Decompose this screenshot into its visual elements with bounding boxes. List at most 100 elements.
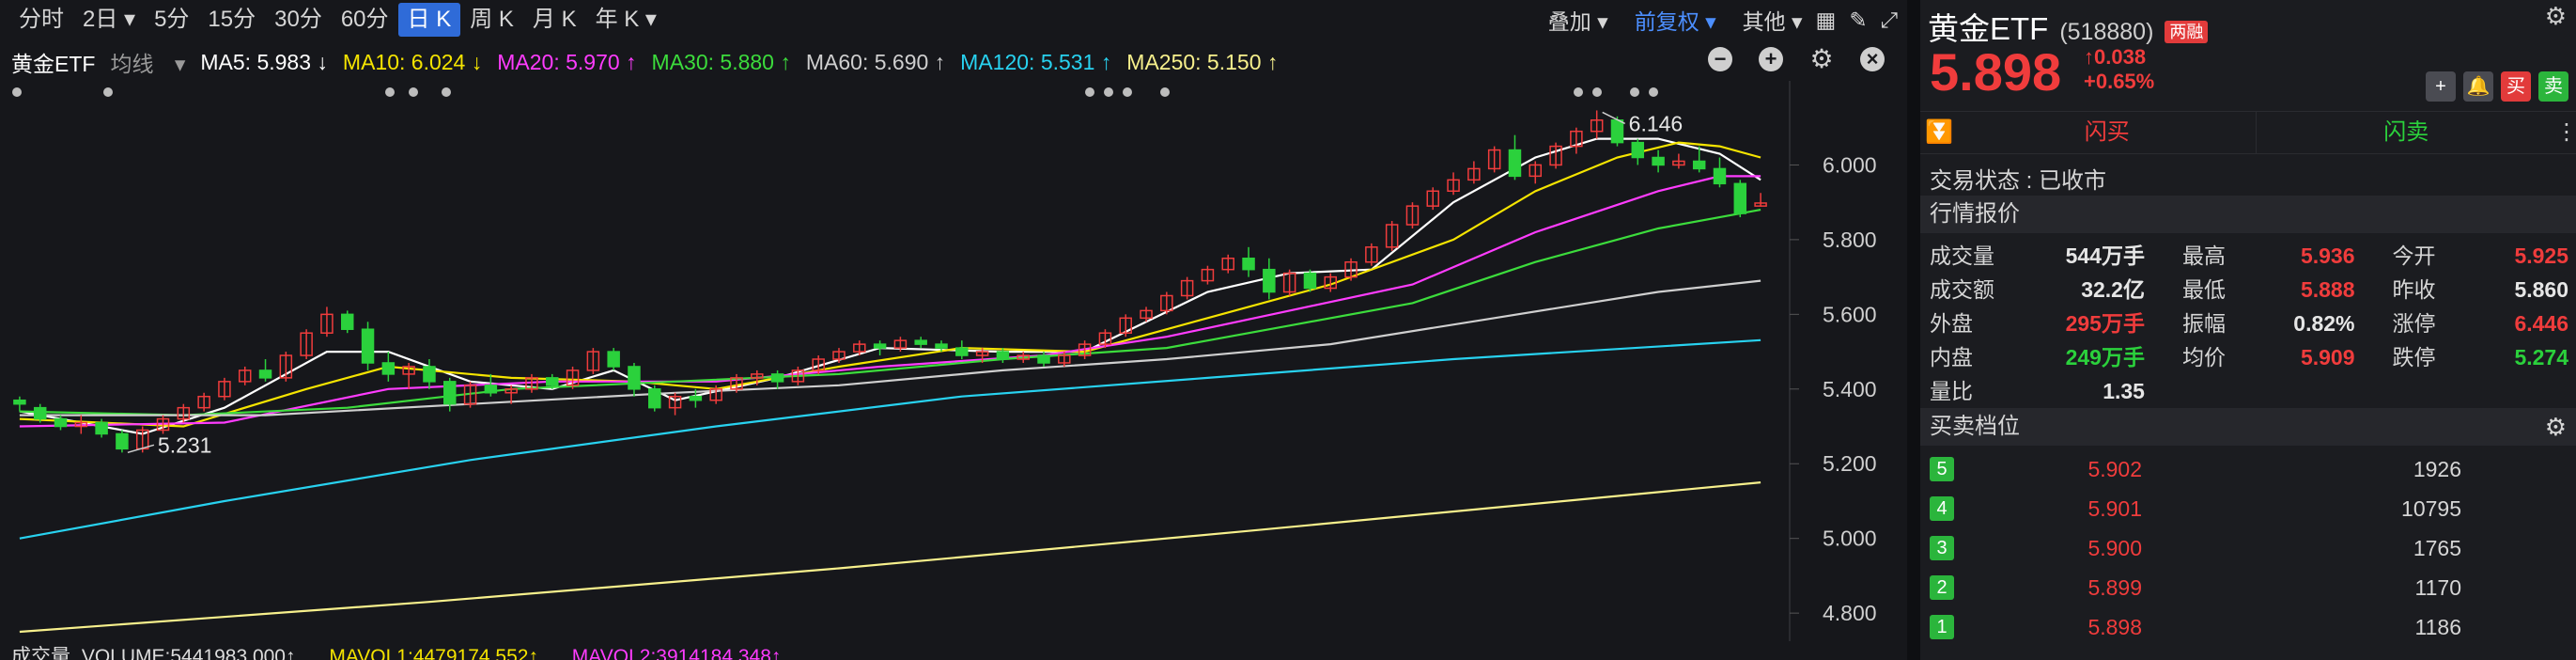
ma-line-ma5: [19, 137, 1761, 435]
candle-body: [1467, 167, 1481, 181]
candle-body: [1324, 275, 1337, 290]
candle-body: [709, 388, 722, 401]
period-tab-1[interactable]: 2日 ▾: [83, 7, 136, 32]
book-row[interactable]: 3 5.900 1765: [1930, 528, 2568, 568]
gear-icon[interactable]: ⚙: [1809, 44, 1834, 73]
candle-body: [1487, 149, 1501, 170]
candle-body: [1242, 258, 1255, 271]
gear-icon[interactable]: ⚙: [2544, 2, 2567, 30]
candle-body: [1016, 354, 1030, 360]
candle-body: [1754, 202, 1767, 207]
candle-body: [1221, 258, 1234, 271]
quote-cell: 5.909: [2300, 345, 2355, 369]
volume-value: VOLUME:5441983.000↑: [81, 646, 296, 660]
gear-icon[interactable]: ⚙: [2544, 413, 2567, 441]
candle-body: [443, 381, 457, 405]
event-marker: [1574, 87, 1583, 97]
quote-cell: 振幅: [2181, 311, 2226, 336]
flash-buy-button[interactable]: 闪买: [1958, 112, 2258, 153]
minus-icon[interactable]: −: [1708, 47, 1732, 71]
candle-body: [1447, 179, 1460, 193]
quote-cell: 5.936: [2300, 244, 2355, 268]
quote-row: 量比 1.35: [1930, 374, 2568, 408]
book-row[interactable]: 1 5.898 1186: [1930, 607, 2568, 647]
candle-body: [853, 343, 866, 353]
period-tab-9[interactable]: 年 K ▾: [595, 7, 657, 32]
flash-sell-button[interactable]: 闪卖: [2383, 119, 2429, 145]
grid-icon[interactable]: ▦: [1815, 7, 1837, 32]
quote-cell: 5.274: [2514, 345, 2568, 369]
candle-body: [1570, 130, 1583, 148]
period-tab-5[interactable]: 60分: [340, 7, 389, 32]
buy-button[interactable]: 买: [2501, 71, 2531, 102]
period-tab-4[interactable]: 30分: [274, 7, 322, 32]
period-tab-0[interactable]: 分时: [19, 7, 64, 32]
book-price: 5.898: [2087, 615, 2142, 639]
candle-body: [1263, 268, 1276, 293]
quote-cell: 249万手: [2065, 345, 2145, 369]
ma-line-ma60: [19, 279, 1761, 416]
event-marker: [1592, 87, 1602, 97]
candle-body: [730, 377, 743, 390]
quote-cell: 最高: [2181, 244, 2226, 268]
quote-cell: 5.860: [2514, 277, 2568, 302]
quote-cell: 544万手: [2065, 244, 2145, 268]
close-icon[interactable]: ×: [1860, 47, 1885, 71]
candle-body: [566, 369, 580, 386]
candle-body: [586, 351, 600, 371]
period-tab-6[interactable]: 日 K: [397, 3, 461, 37]
candle-body: [1713, 167, 1727, 185]
ma-legend-item: MA10: 6.024 ↓: [342, 49, 483, 74]
more-icon[interactable]: ⋮: [2555, 119, 2576, 145]
quote-cell: 0.82%: [2293, 311, 2355, 336]
candle-body: [1282, 272, 1296, 293]
candle-body: [648, 388, 661, 409]
expand-icon[interactable]: ⤢: [1880, 7, 1898, 32]
candle-body: [996, 351, 1010, 360]
book-price: 5.902: [2087, 457, 2142, 481]
candle-body: [361, 328, 375, 364]
candlestick-chart[interactable]: 6.000 5.800 5.600 5.400 5.200 5.000 4.800 6.146…: [0, 81, 1907, 641]
add-icon[interactable]: +: [2426, 71, 2456, 102]
book-section-header: 买卖档位 ⚙: [1920, 408, 2576, 446]
book-qty: 1186: [2414, 615, 2461, 639]
book-row[interactable]: 4 5.901 10795: [1930, 489, 2568, 528]
bell-icon[interactable]: 🔔: [2463, 71, 2493, 102]
pen-icon[interactable]: ✎: [1849, 7, 1868, 32]
other-label: 其他: [1742, 9, 1786, 34]
quote-row: 内盘 249万手 均价 5.909 跌停 5.274: [1930, 340, 2568, 374]
quote-cell: 涨停: [2392, 311, 2436, 336]
event-marker: [1649, 87, 1658, 97]
ma-legend-item: MA20: 5.970 ↑: [497, 49, 637, 74]
candle-body: [791, 369, 805, 383]
overlay-menu[interactable]: 叠加 ▾: [1547, 9, 1608, 34]
collapse-icon[interactable]: ⏬: [1925, 119, 1953, 145]
period-tab-7[interactable]: 周 K: [470, 7, 514, 32]
event-marker: [1085, 87, 1094, 97]
other-menu[interactable]: 其他 ▾: [1742, 9, 1803, 34]
event-marker: [103, 87, 113, 97]
period-tab-3[interactable]: 15分: [208, 7, 256, 32]
period-tab-2[interactable]: 5分: [154, 7, 190, 32]
sell-button[interactable]: 卖: [2538, 71, 2568, 102]
candle-body: [1529, 164, 1543, 178]
book-row[interactable]: 5 5.902 1926: [1930, 449, 2568, 489]
book-row[interactable]: 2 5.899 1170: [1930, 568, 2568, 607]
adjust-menu[interactable]: 前复权 ▾: [1634, 9, 1716, 34]
ma-legend-item: MA30: 5.880 ↑: [651, 49, 791, 74]
event-marker: [409, 87, 418, 97]
plus-icon[interactable]: +: [1759, 47, 1783, 71]
candle-body: [320, 313, 334, 334]
book-level: 5: [1930, 457, 1954, 481]
period-tab-8[interactable]: 月 K: [532, 7, 577, 32]
volume-strip: 成交量 VOLUME:5441983.000↑ MAVOL1:4479174.5…: [0, 641, 1907, 660]
candle-body: [1058, 354, 1071, 364]
candle-body: [1140, 309, 1153, 320]
candle-body: [975, 351, 989, 356]
book-level: 3: [1930, 536, 1954, 560]
panel-divider[interactable]: [1907, 0, 1920, 660]
line-type-select[interactable]: 均线 ▾: [110, 52, 186, 76]
margin-badge: 两融: [2165, 21, 2209, 44]
ma-legend-item: MA250: 5.150 ↑: [1126, 49, 1279, 74]
event-marker: [385, 87, 395, 97]
